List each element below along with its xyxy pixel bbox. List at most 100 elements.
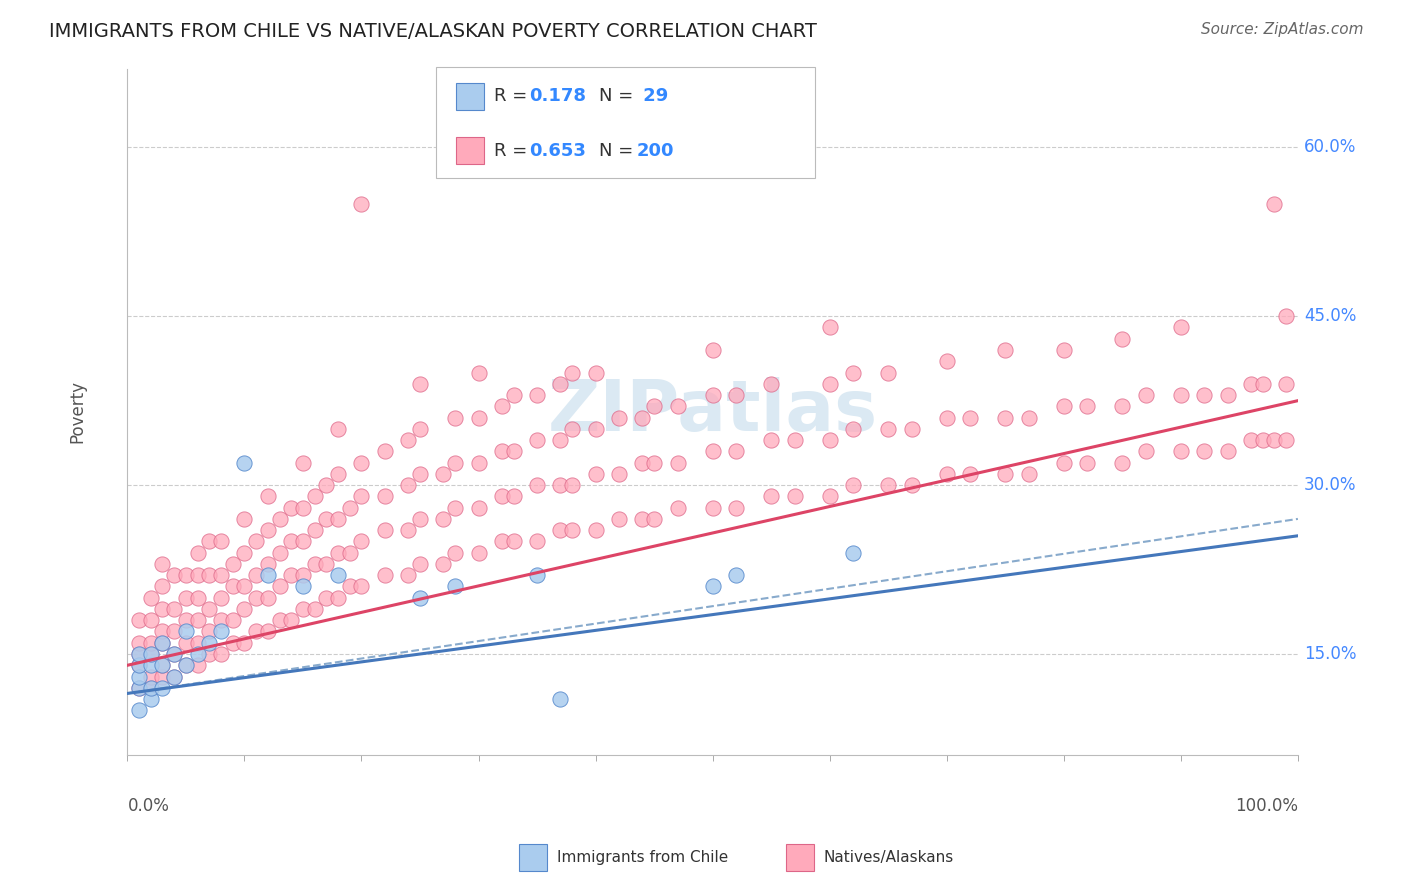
Point bbox=[315, 478, 337, 492]
Point bbox=[842, 366, 865, 380]
Point bbox=[139, 692, 162, 706]
Point bbox=[233, 602, 256, 616]
Text: Natives/Alaskans: Natives/Alaskans bbox=[824, 850, 955, 864]
Point bbox=[304, 602, 326, 616]
Text: Poverty: Poverty bbox=[69, 380, 86, 443]
Point bbox=[1170, 320, 1192, 334]
Point bbox=[209, 624, 232, 639]
Point bbox=[702, 579, 724, 593]
Point bbox=[1275, 433, 1298, 447]
Point bbox=[585, 523, 607, 537]
Point bbox=[783, 433, 806, 447]
Point bbox=[1216, 388, 1239, 402]
Point bbox=[409, 376, 432, 391]
Point bbox=[152, 557, 174, 571]
Point bbox=[350, 489, 373, 503]
Point bbox=[374, 489, 396, 503]
Point bbox=[1251, 433, 1274, 447]
Point bbox=[198, 534, 221, 549]
Point bbox=[280, 568, 302, 582]
Point bbox=[315, 591, 337, 605]
Text: 45.0%: 45.0% bbox=[1303, 307, 1357, 326]
Point bbox=[350, 534, 373, 549]
Point bbox=[666, 500, 689, 515]
Point bbox=[174, 591, 197, 605]
Point bbox=[550, 433, 572, 447]
Point bbox=[269, 546, 291, 560]
Point bbox=[339, 500, 361, 515]
Point bbox=[350, 196, 373, 211]
Point bbox=[1240, 376, 1263, 391]
Point bbox=[491, 489, 513, 503]
Point bbox=[444, 546, 467, 560]
Point bbox=[152, 658, 174, 673]
Point bbox=[1170, 388, 1192, 402]
Point bbox=[877, 422, 900, 436]
Text: Immigrants from Chile: Immigrants from Chile bbox=[557, 850, 728, 864]
Point bbox=[467, 456, 489, 470]
Point bbox=[256, 591, 278, 605]
Point bbox=[409, 467, 432, 481]
Point bbox=[1275, 310, 1298, 324]
Point bbox=[233, 512, 256, 526]
Point bbox=[550, 523, 572, 537]
Point bbox=[526, 388, 548, 402]
Point bbox=[374, 444, 396, 458]
Point bbox=[1194, 388, 1216, 402]
Point bbox=[900, 478, 922, 492]
Point bbox=[174, 658, 197, 673]
Point bbox=[396, 568, 419, 582]
Point bbox=[163, 669, 186, 683]
Point bbox=[1170, 444, 1192, 458]
Point bbox=[291, 602, 314, 616]
Point bbox=[187, 658, 209, 673]
Point bbox=[304, 489, 326, 503]
Point bbox=[666, 399, 689, 413]
Text: 0.178: 0.178 bbox=[529, 87, 586, 105]
Point bbox=[725, 444, 748, 458]
Point bbox=[409, 512, 432, 526]
Point bbox=[759, 433, 782, 447]
Point bbox=[152, 602, 174, 616]
Point bbox=[502, 534, 524, 549]
Point bbox=[526, 568, 548, 582]
Point bbox=[585, 422, 607, 436]
Point bbox=[163, 624, 186, 639]
Point bbox=[725, 388, 748, 402]
Point bbox=[326, 568, 349, 582]
Point bbox=[128, 681, 150, 695]
Point bbox=[128, 613, 150, 627]
Point bbox=[233, 579, 256, 593]
Point bbox=[326, 512, 349, 526]
Point bbox=[280, 500, 302, 515]
Point bbox=[1240, 433, 1263, 447]
Point bbox=[702, 388, 724, 402]
Point bbox=[315, 512, 337, 526]
Point bbox=[374, 568, 396, 582]
Point bbox=[631, 512, 654, 526]
Point bbox=[291, 500, 314, 515]
Point bbox=[326, 467, 349, 481]
Point bbox=[291, 456, 314, 470]
Point bbox=[315, 557, 337, 571]
Point bbox=[256, 523, 278, 537]
Point bbox=[1018, 410, 1040, 425]
Point bbox=[256, 624, 278, 639]
Point bbox=[1111, 332, 1133, 346]
Point bbox=[139, 669, 162, 683]
Point bbox=[139, 681, 162, 695]
Point bbox=[374, 523, 396, 537]
Point bbox=[959, 467, 981, 481]
Point bbox=[643, 399, 665, 413]
Point bbox=[561, 422, 583, 436]
Point bbox=[187, 568, 209, 582]
Point bbox=[339, 546, 361, 560]
Point bbox=[444, 500, 467, 515]
Point bbox=[291, 579, 314, 593]
Point bbox=[643, 456, 665, 470]
Point bbox=[139, 681, 162, 695]
Point bbox=[209, 534, 232, 549]
Point bbox=[163, 602, 186, 616]
Point bbox=[163, 568, 186, 582]
Point bbox=[842, 546, 865, 560]
